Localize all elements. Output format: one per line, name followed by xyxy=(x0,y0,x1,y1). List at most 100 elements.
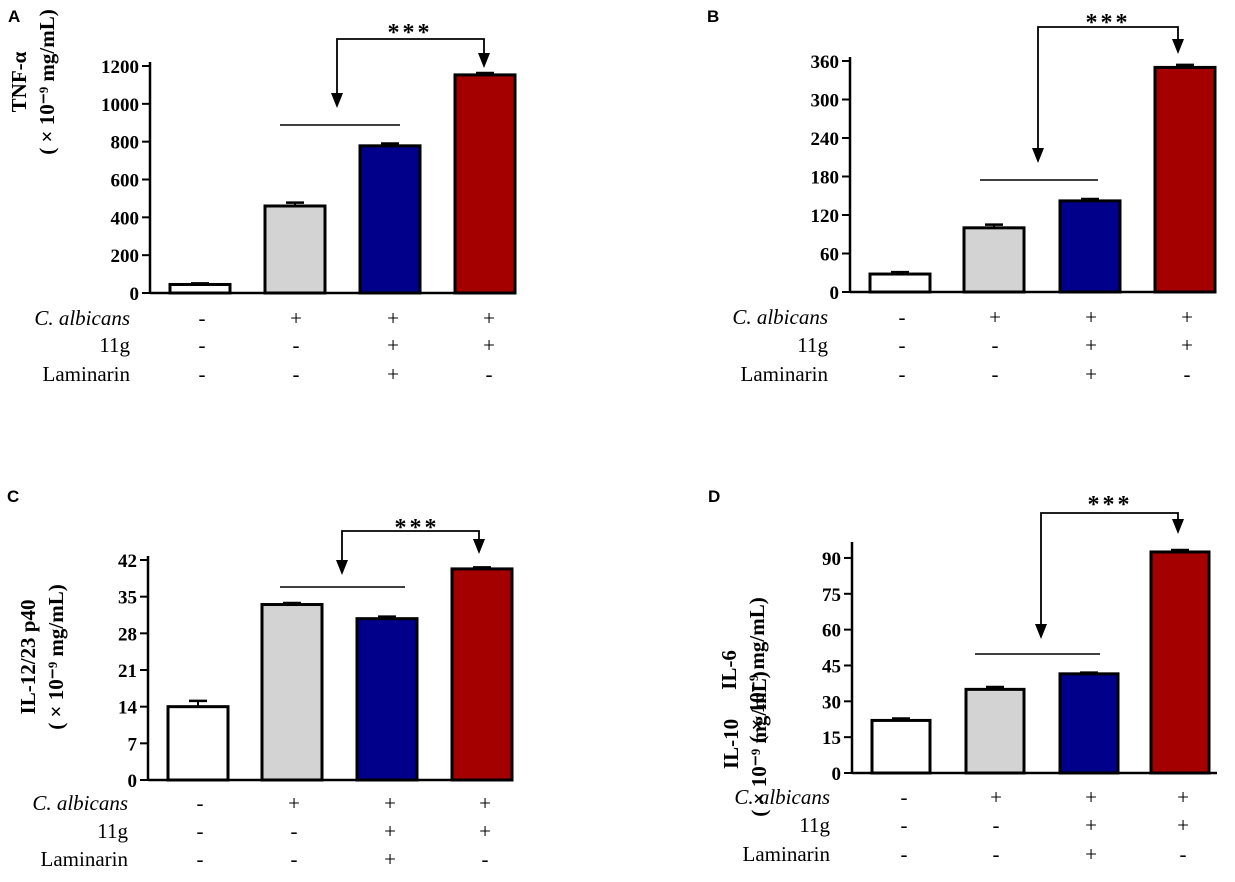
condition-row-label: Laminarin xyxy=(741,362,829,386)
condition-mark: - xyxy=(197,819,204,843)
y-tick-label: 30 xyxy=(822,692,841,713)
condition-mark: - xyxy=(901,813,908,837)
y-tick-label: 15 xyxy=(822,728,841,749)
y-axis-title: TNF-α( × 10⁻⁹ mg/mL) xyxy=(7,9,59,154)
significance-bracket xyxy=(1040,512,1179,625)
y-tick-label: 400 xyxy=(111,208,140,229)
y-tick-label: 0 xyxy=(830,283,840,304)
condition-mark: + xyxy=(387,306,399,330)
y-axis-label-units: ( × 10⁻⁹ mg/mL) xyxy=(745,597,769,742)
bar-4 xyxy=(1149,550,1211,775)
y-tick-label: 45 xyxy=(822,656,841,677)
y-tick-label: 600 xyxy=(111,171,140,192)
condition-mark: + xyxy=(1085,305,1097,329)
y-tick-label: 300 xyxy=(811,91,840,112)
bar-3 xyxy=(1058,199,1122,294)
condition-row-label: C. albicans xyxy=(734,785,830,809)
condition-mark: - xyxy=(993,813,1000,837)
y-tick-label: 75 xyxy=(822,585,841,606)
y-tick-label: 0 xyxy=(832,764,842,785)
condition-mark: + xyxy=(479,819,491,843)
condition-mark: + xyxy=(384,819,396,843)
condition-mark: - xyxy=(992,362,999,386)
y-tick-label: 360 xyxy=(811,52,840,73)
condition-mark: + xyxy=(989,305,1001,329)
y-axis-label-units: ( × 10⁻⁹ mg/mL) xyxy=(747,671,771,816)
condition-mark: - xyxy=(197,847,204,871)
arrow-head-right xyxy=(1172,39,1184,54)
bar-3 xyxy=(1058,672,1120,775)
significance-label: *** xyxy=(1088,492,1133,518)
condition-mark: + xyxy=(384,791,396,815)
arrow-head-right xyxy=(1172,519,1184,534)
significance-label: *** xyxy=(388,20,433,46)
y-tick-label: 21 xyxy=(118,661,137,682)
condition-mark: - xyxy=(901,842,908,866)
y-axis-title: IL-12/23 p40( × 10⁻⁹ mg/mL) xyxy=(16,584,68,729)
y-axis-title: IL-10( × 10⁻⁹ mg/mL) xyxy=(719,671,771,816)
condition-mark: + xyxy=(387,333,399,357)
y-tick-label: 0 xyxy=(128,771,138,792)
condition-mark: + xyxy=(1085,333,1097,357)
y-tick-label: 0 xyxy=(130,284,140,305)
bar-2 xyxy=(263,204,327,295)
y-axis-label-name: IL-12/23 p40 xyxy=(16,600,40,715)
condition-mark: + xyxy=(1181,305,1193,329)
condition-row-label: Laminarin xyxy=(41,847,129,871)
condition-row-label: Laminarin xyxy=(43,362,131,386)
condition-row-label: C. albicans xyxy=(34,306,130,330)
panel-d: D 0 15 30 45 60 75 90 IL-6( × 10⁻⁹ mg/mL) *** C. a… xyxy=(708,487,1217,866)
condition-mark: - xyxy=(992,333,999,357)
condition-mark: + xyxy=(290,306,302,330)
y-tick-label: 7 xyxy=(128,734,138,755)
condition-row-label: C. albicans xyxy=(32,791,128,815)
condition-mark: + xyxy=(483,333,495,357)
bar-3 xyxy=(355,617,419,782)
y-tick-label: 800 xyxy=(111,133,140,154)
y-tick-label: 240 xyxy=(811,129,840,150)
condition-mark: - xyxy=(899,333,906,357)
bar-1 xyxy=(168,282,232,295)
condition-mark: - xyxy=(293,333,300,357)
significance-label: *** xyxy=(1086,10,1131,36)
bar-1 xyxy=(870,718,932,775)
condition-mark: - xyxy=(899,305,906,329)
arrow-head-right xyxy=(473,539,485,554)
condition-mark: + xyxy=(1181,333,1193,357)
condition-row-label: Laminarin xyxy=(743,842,831,866)
condition-mark: - xyxy=(197,791,204,815)
significance-bracket xyxy=(1037,26,1179,149)
condition-mark: - xyxy=(1180,842,1187,866)
bar-4 xyxy=(453,73,517,295)
bar-2 xyxy=(962,226,1026,294)
panel-letter: D xyxy=(708,487,720,506)
condition-row-label: 11g xyxy=(99,333,130,357)
bar-4 xyxy=(1153,65,1217,294)
y-tick-label: 200 xyxy=(111,246,140,267)
condition-mark: + xyxy=(1085,842,1097,866)
significance-label: *** xyxy=(395,515,440,541)
condition-mark: + xyxy=(1177,813,1189,837)
condition-mark: - xyxy=(291,847,298,871)
arrow-head-left xyxy=(1032,148,1044,163)
y-tick-label: 60 xyxy=(820,245,839,266)
panel-c: C 0 7 14 21 28 35 42 IL-12/23 p40( × 10⁻⁹ mg/mL)… xyxy=(7,487,514,871)
condition-mark: + xyxy=(387,362,399,386)
y-tick-label: 35 xyxy=(118,588,137,609)
condition-mark: + xyxy=(479,791,491,815)
condition-mark: + xyxy=(1085,785,1097,809)
y-tick-label: 28 xyxy=(118,624,137,645)
arrow-head-right xyxy=(478,53,490,68)
condition-mark: - xyxy=(486,362,493,386)
condition-mark: - xyxy=(199,362,206,386)
arrow-head-left xyxy=(331,93,343,108)
y-axis-label-name: IL-10 xyxy=(719,719,743,769)
y-tick-label: 120 xyxy=(811,206,840,227)
condition-row-label: 11g xyxy=(799,813,830,837)
y-tick-label: 180 xyxy=(811,168,840,189)
y-axis-label-units: ( × 10⁻⁹ mg/mL) xyxy=(44,584,68,729)
condition-row-label: 11g xyxy=(797,333,828,357)
bar-2 xyxy=(964,687,1026,775)
